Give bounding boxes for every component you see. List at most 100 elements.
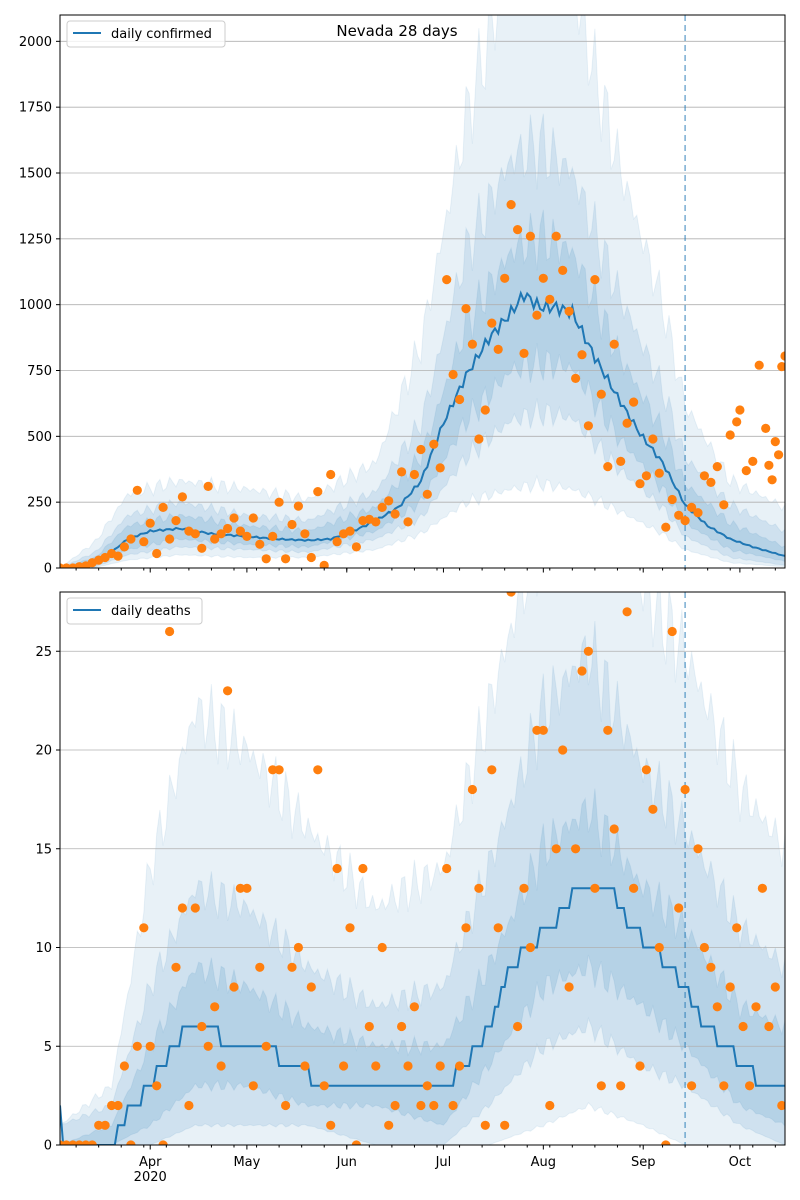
- observed-point: [132, 1041, 142, 1051]
- observed-point: [777, 362, 785, 372]
- observed-point: [558, 265, 568, 275]
- observed-point: [770, 437, 780, 447]
- observed-point: [551, 231, 561, 241]
- observed-point: [274, 497, 284, 507]
- x-tick-label: Jul: [435, 1155, 452, 1170]
- observed-point: [384, 1120, 394, 1130]
- observed-point: [654, 942, 664, 953]
- observed-point: [764, 460, 774, 470]
- confirmed-axes-frame: [59, 14, 786, 569]
- observed-point: [738, 1021, 748, 1032]
- observed-point: [577, 666, 587, 676]
- observed-point: [532, 310, 542, 320]
- observed-point: [223, 686, 233, 696]
- observed-point: [177, 903, 187, 913]
- chart-title: Nevada 28 days: [336, 22, 457, 40]
- x-tick-label: Jun: [336, 1155, 357, 1170]
- observed-point: [416, 1100, 426, 1111]
- observed-point: [390, 509, 400, 519]
- observed-point: [564, 982, 574, 992]
- observed-point: [616, 456, 626, 466]
- observed-point: [493, 923, 503, 933]
- observed-point: [197, 543, 207, 553]
- observed-point: [126, 1140, 136, 1145]
- observed-point: [654, 468, 664, 478]
- observed-point: [190, 529, 200, 539]
- observed-point: [448, 369, 458, 380]
- observed-point: [287, 519, 297, 530]
- observed-point: [145, 1041, 155, 1051]
- observed-point: [590, 275, 600, 285]
- observed-point: [326, 469, 336, 480]
- observed-point: [422, 1081, 432, 1091]
- observed-point: [319, 1081, 329, 1091]
- legend-box: [66, 597, 203, 625]
- observed-point: [487, 318, 497, 328]
- deaths-y-axis: 0 5 10 15 20 25: [35, 645, 60, 1154]
- observed-point: [281, 1100, 291, 1111]
- x-tick-label: May: [233, 1155, 260, 1170]
- observed-point: [532, 725, 542, 735]
- deaths-axes-frame: [59, 591, 786, 1146]
- observed-point: [641, 471, 652, 481]
- observed-point: [745, 1081, 755, 1091]
- observed-point: [754, 360, 764, 370]
- observed-point: [735, 405, 745, 415]
- observed-point: [216, 1061, 226, 1071]
- deaths-observed-points: [60, 592, 785, 1145]
- observed-point: [480, 1120, 490, 1130]
- confirmed-legend: daily confirmed: [66, 20, 226, 48]
- observed-point: [513, 1021, 523, 1032]
- observed-point: [139, 537, 149, 547]
- observed-point: [139, 923, 149, 933]
- observed-point: [699, 471, 710, 481]
- observed-point: [229, 513, 239, 523]
- observed-point: [564, 306, 574, 316]
- legend-box: [66, 20, 226, 48]
- observed-point: [609, 339, 619, 349]
- observed-point: [345, 923, 355, 933]
- observed-point: [332, 863, 342, 874]
- y-tick-label: 0: [44, 1139, 52, 1154]
- observed-point: [281, 554, 291, 564]
- observed-point: [345, 526, 355, 536]
- observed-point: [674, 903, 684, 913]
- observed-point: [371, 517, 381, 527]
- observed-point: [616, 1081, 626, 1091]
- x-tick-label: Oct: [729, 1155, 751, 1170]
- confirmed-gridlines: [60, 40, 785, 569]
- observed-point: [152, 1081, 162, 1091]
- observed-point: [725, 982, 735, 992]
- observed-point: [113, 551, 123, 561]
- observed-point: [545, 1100, 555, 1111]
- observed-point: [300, 1061, 310, 1071]
- observed-point: [442, 863, 452, 874]
- y-tick-label: 25: [35, 645, 52, 660]
- observed-point: [519, 348, 529, 358]
- observed-point: [513, 225, 523, 235]
- band-outer: [60, 15, 785, 568]
- y-tick-label: 1000: [19, 298, 52, 313]
- observed-point: [416, 444, 426, 455]
- observed-point: [455, 1061, 465, 1071]
- observed-point: [551, 844, 561, 854]
- observed-point: [274, 765, 284, 775]
- y-tick-label: 5: [44, 1040, 52, 1055]
- observed-point: [306, 552, 316, 563]
- observed-point: [480, 405, 490, 415]
- observed-point: [667, 626, 677, 637]
- observed-point: [558, 745, 568, 755]
- y-tick-label: 1250: [19, 232, 52, 247]
- observed-point: [422, 489, 432, 499]
- observed-point: [712, 1002, 722, 1012]
- observed-point: [609, 824, 619, 834]
- observed-point: [519, 883, 529, 893]
- y-tick-label: 2000: [19, 35, 52, 50]
- observed-point: [538, 725, 548, 735]
- observed-point: [474, 434, 484, 444]
- y-tick-label: 15: [35, 842, 52, 857]
- observed-point: [313, 487, 323, 497]
- observed-point: [680, 516, 690, 526]
- observed-point: [319, 560, 329, 568]
